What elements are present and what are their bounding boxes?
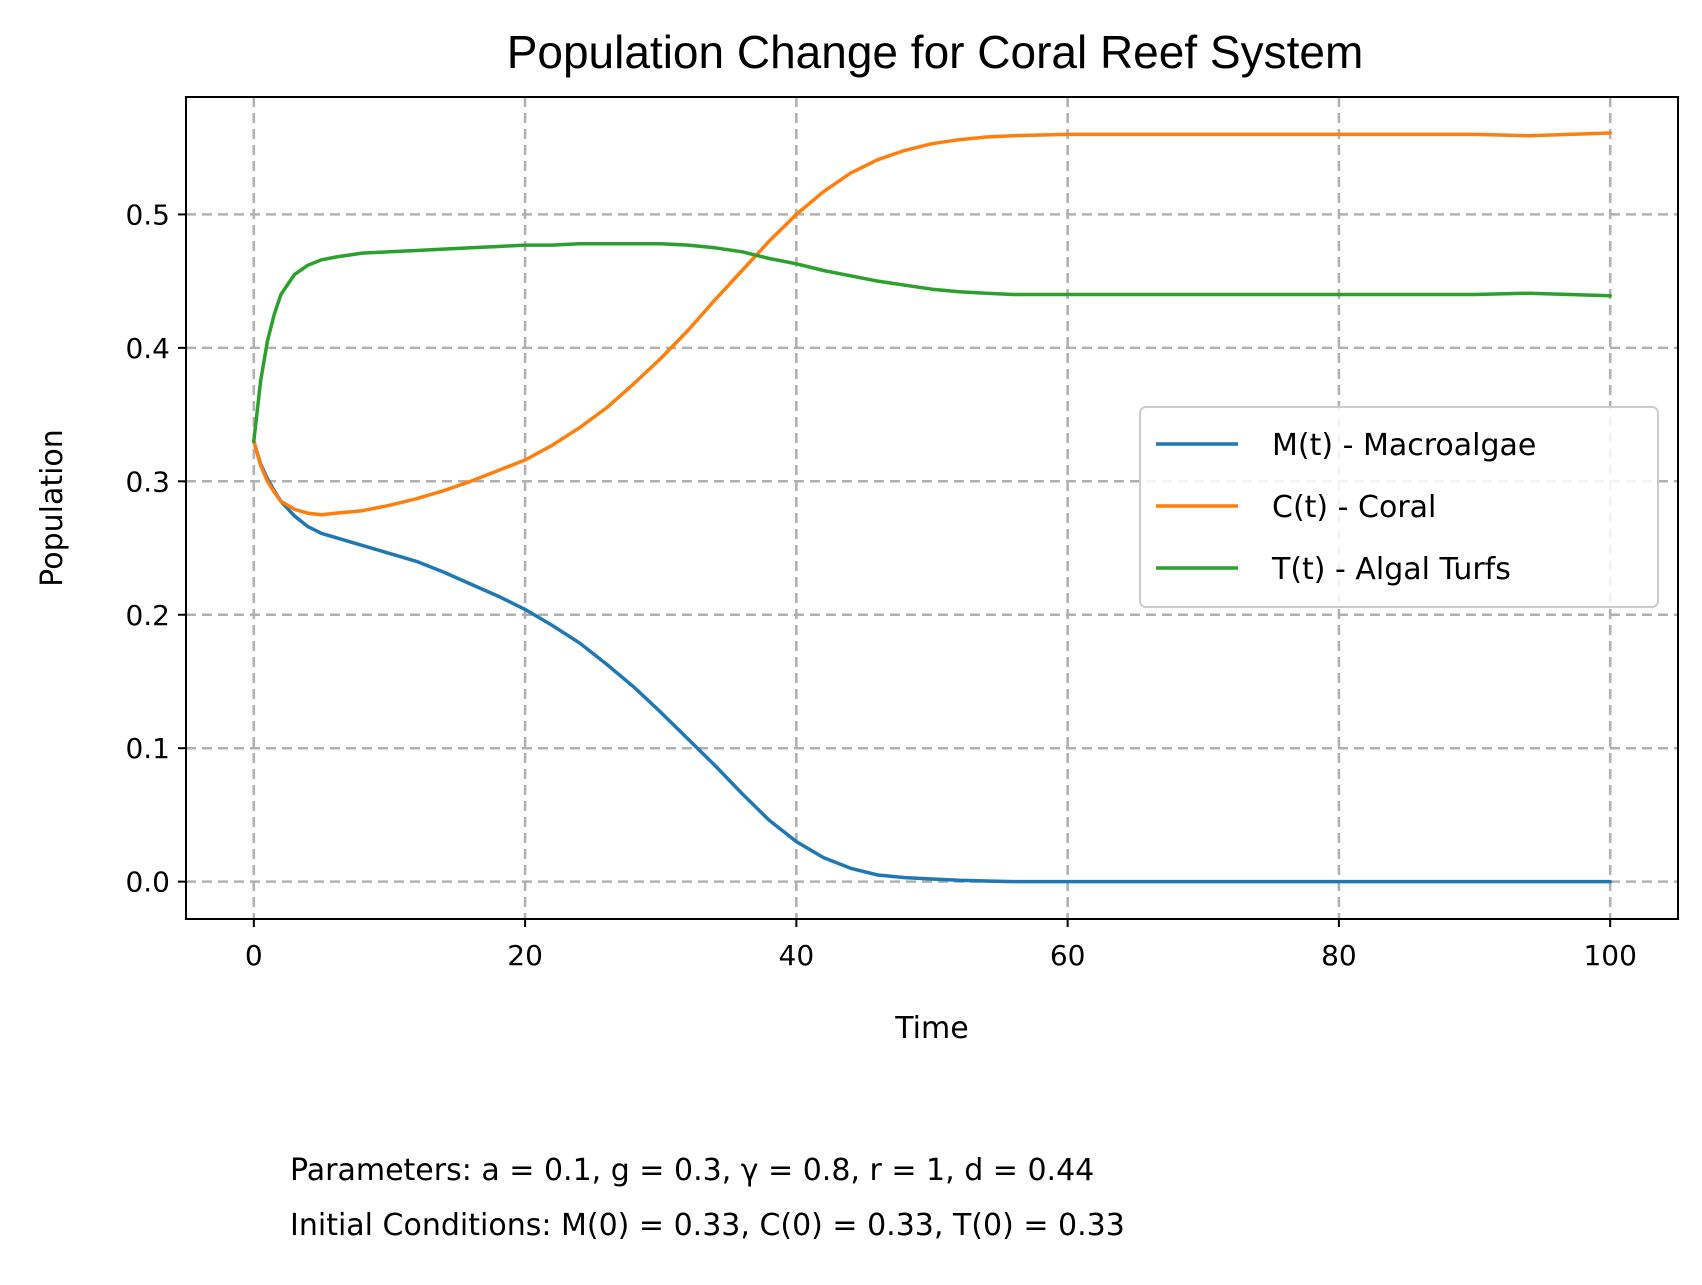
x-tick-label: 80 — [1321, 939, 1357, 972]
y-axis-label: Population — [35, 429, 70, 587]
initial-conditions-caption: Initial Conditions: M(0) = 0.33, C(0) = … — [290, 1208, 1125, 1243]
legend: M(t) - Macroalgae C(t) - Coral T(t) - Al… — [1139, 406, 1659, 608]
series-line-algal-turfs — [252, 242, 1612, 444]
x-tick-label: 60 — [1050, 939, 1086, 972]
y-tick-label: 0.5 — [125, 198, 170, 231]
legend-label-coral: C(t) - Coral — [1272, 490, 1436, 525]
x-tick-label: 40 — [779, 939, 815, 972]
legend-label-macroalgae: M(t) - Macroalgae — [1272, 428, 1536, 463]
legend-frame — [1139, 406, 1659, 608]
y-tick-label: 0.4 — [125, 332, 170, 365]
y-tick-label: 0.2 — [125, 599, 170, 632]
series-line-macroalgae — [252, 439, 1612, 884]
y-tick-label: 0.0 — [125, 866, 170, 899]
parameters-caption: Parameters: a = 0.1, g = 0.3, γ = 0.8, r… — [290, 1153, 1094, 1188]
x-tick-label: 20 — [507, 939, 543, 972]
grid-layer — [186, 97, 1678, 919]
legend-label-algal-turfs: T(t) - Algal Turfs — [1271, 552, 1511, 587]
plot-frame — [185, 96, 1679, 920]
y-tick-label: 0.1 — [125, 732, 170, 765]
series-layer — [252, 131, 1612, 884]
x-axis-label: Time — [894, 1011, 968, 1046]
tick-layer: 0 20 40 60 80 100 0.0 0.1 0.2 0.3 0.4 0.5 — [125, 198, 1636, 972]
y-tick-label: 0.3 — [125, 465, 170, 498]
chart-title: Population Change for Coral Reef System — [507, 26, 1364, 78]
x-tick-label: 100 — [1583, 939, 1636, 972]
x-tick-label: 0 — [245, 939, 263, 972]
series-line-coral — [252, 131, 1612, 517]
